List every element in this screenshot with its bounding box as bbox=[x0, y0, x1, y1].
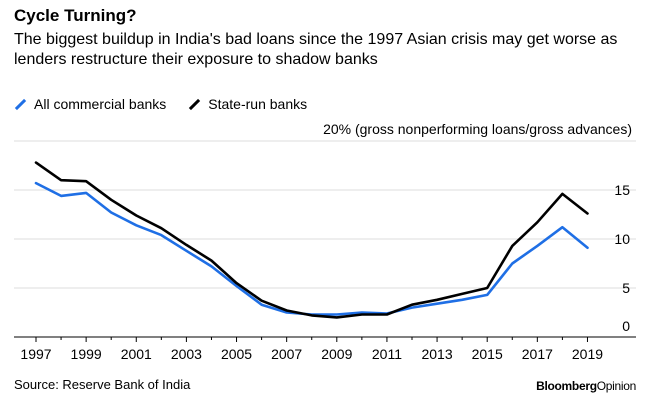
source-note: Source: Reserve Bank of India bbox=[14, 377, 191, 392]
x-tick-label: 2013 bbox=[421, 346, 452, 362]
x-tick-label: 2019 bbox=[572, 346, 603, 362]
x-tick-label: 1997 bbox=[20, 346, 51, 362]
chart-title: Cycle Turning? bbox=[14, 6, 137, 25]
series-line-all-commercial-banks bbox=[34, 181, 589, 316]
x-tick-label: 2003 bbox=[171, 346, 202, 362]
y-tick-label: 5 bbox=[622, 280, 630, 296]
x-tick-label: 2001 bbox=[121, 346, 152, 362]
x-tick-label: 2005 bbox=[221, 346, 252, 362]
x-tick-label: 2011 bbox=[372, 346, 402, 362]
legend-label-all-commercial-banks: All commercial banks bbox=[34, 96, 167, 112]
y-axis-ticks: 0 5 10 15 bbox=[614, 182, 630, 334]
x-tick-label: 1999 bbox=[71, 346, 102, 362]
x-axis: 1997 1999 2001 2003 2005 2007 2009 2011 2013 2015… bbox=[14, 336, 636, 362]
legend: All commercial banks State-run banks bbox=[14, 96, 307, 112]
x-tick-label: 2015 bbox=[472, 346, 503, 362]
brand-logo: BloombergOpinion bbox=[536, 379, 636, 393]
x-tick-label: 2007 bbox=[271, 346, 302, 362]
series-lines bbox=[34, 161, 589, 319]
chart-subtitle: The biggest buildup in India's bad loans… bbox=[14, 31, 618, 68]
gridlines bbox=[14, 140, 636, 289]
x-tick-label: 2009 bbox=[321, 346, 352, 362]
brand-part1: Bloomberg bbox=[536, 379, 597, 393]
y-tick-label: 10 bbox=[614, 231, 630, 247]
legend-label-state-run-banks: State-run banks bbox=[208, 96, 308, 112]
brand-part2: Opinion bbox=[596, 379, 637, 393]
y-axis-unit-label: 20% (gross nonperforming loans/gross adv… bbox=[323, 121, 632, 137]
y-tick-label: 15 bbox=[614, 182, 630, 198]
x-tick-label: 2017 bbox=[522, 346, 553, 362]
legend-item-state-run-banks: State-run banks bbox=[188, 96, 307, 112]
legend-item-all-commercial-banks: All commercial banks bbox=[14, 96, 166, 112]
y-tick-label: 0 bbox=[622, 318, 630, 334]
series-line-state-run-banks bbox=[34, 161, 589, 319]
